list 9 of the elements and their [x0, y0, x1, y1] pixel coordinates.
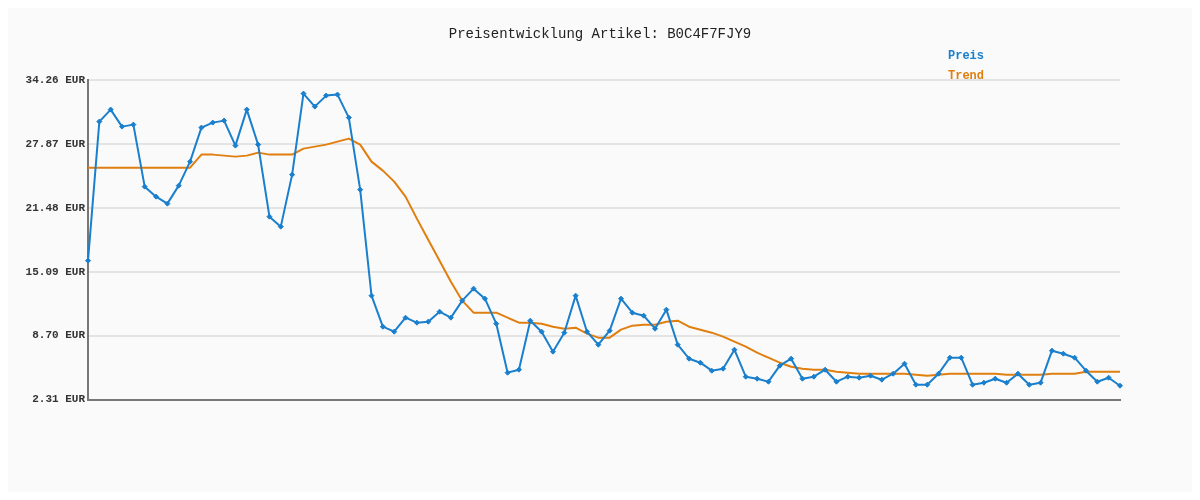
chart-title: Preisentwicklung Artikel: B0C4F7FJY9 — [447, 26, 753, 42]
y-tick-label: 8.70 EUR — [32, 329, 86, 342]
y-tick-label: 21.48 EUR — [25, 201, 86, 214]
text: Preis — [948, 48, 985, 65]
y-tick-label: 15.09 EUR — [25, 265, 86, 278]
y-tick-label: 34.26 EUR — [25, 73, 86, 86]
y-tick-label: 27.87 EUR — [25, 137, 86, 150]
y-tick-label: 2.31 EUR — [32, 393, 86, 406]
text: Trend — [948, 68, 985, 85]
